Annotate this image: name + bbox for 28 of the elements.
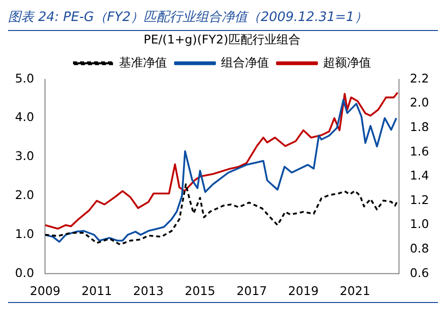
- x-tick-label: 2021: [340, 284, 370, 298]
- y-tick-label: 5.0: [15, 71, 34, 86]
- y2-tick-label: 2.2: [410, 71, 429, 86]
- legend-label: 组合净值: [221, 55, 270, 70]
- y2-tick-label: 2.0: [410, 96, 429, 110]
- chart-title: 图表 24: PE-G（FY2）匹配行业组合净值（2009.12.31=1）: [8, 8, 438, 31]
- x-tick-label: 2011: [81, 284, 112, 298]
- x-tick-label: 2009: [30, 284, 60, 298]
- x-tick-label: 2017: [236, 284, 267, 298]
- line-series: [45, 183, 399, 246]
- x-tick-label: 2019: [288, 284, 319, 298]
- y2-tick-label: 0.6: [410, 266, 429, 280]
- y2-tick-label: 1.6: [410, 144, 429, 158]
- legend-label: 基准净值: [119, 55, 168, 70]
- chart-subtitle: PE/(1+g)(FY2)匹配行业组合: [144, 32, 300, 46]
- y2-tick-label: 1.8: [410, 120, 429, 134]
- legend-label: 超额净值: [323, 55, 372, 70]
- y-tick-label: 0.0: [15, 266, 34, 280]
- y2-tick-label: 1.2: [410, 192, 429, 207]
- y-tick-label: 3.0: [15, 149, 34, 164]
- y-tick-label: 1.0: [15, 226, 34, 241]
- y2-tick-label: 1.4: [410, 168, 429, 183]
- x-tick-label: 2013: [133, 284, 164, 298]
- y2-tick-label: 0.8: [410, 242, 429, 256]
- x-tick-label: 2015: [184, 284, 216, 298]
- y2-tick-label: 1.0: [410, 217, 429, 232]
- y-tick-label: 2.0: [15, 188, 34, 202]
- y-tick-label: 4.0: [15, 110, 34, 124]
